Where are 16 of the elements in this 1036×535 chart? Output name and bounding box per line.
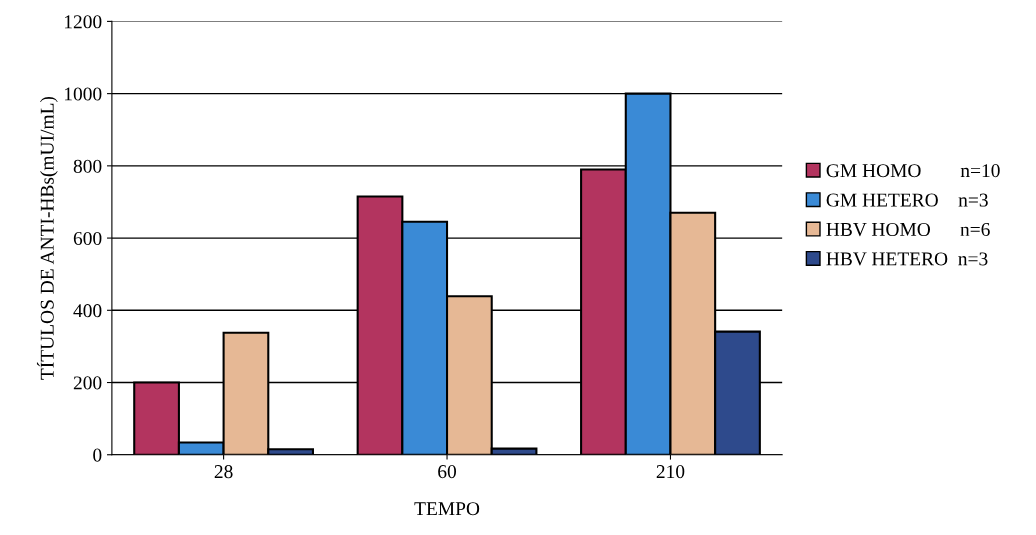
y-axis-title: TÍTULOS DE ANTI-HBs(mUI/mL) [36, 96, 58, 380]
y-tick-label: 800 [73, 159, 102, 173]
legend-label: GM HOMO n=10 [826, 164, 1000, 178]
y-tick-label: 1200 [64, 15, 102, 29]
x-tick-label: 60 [438, 465, 457, 479]
x-axis-title: TEMPO [414, 502, 480, 516]
y-tick-label: 600 [73, 231, 102, 246]
legend-label: HBV HETERO n=3 [826, 252, 988, 266]
y-tick-label: 400 [73, 304, 102, 318]
y-tick-label: 1000 [64, 87, 102, 101]
legend-label: HBV HOMO n=6 [826, 222, 990, 237]
x-tick-label: 28 [214, 465, 233, 479]
legend-label: GM HETERO n=3 [826, 193, 988, 207]
y-tick-label: 200 [73, 376, 102, 390]
y-tick-label: 0 [93, 448, 102, 462]
x-tick-label: 210 [656, 465, 685, 479]
